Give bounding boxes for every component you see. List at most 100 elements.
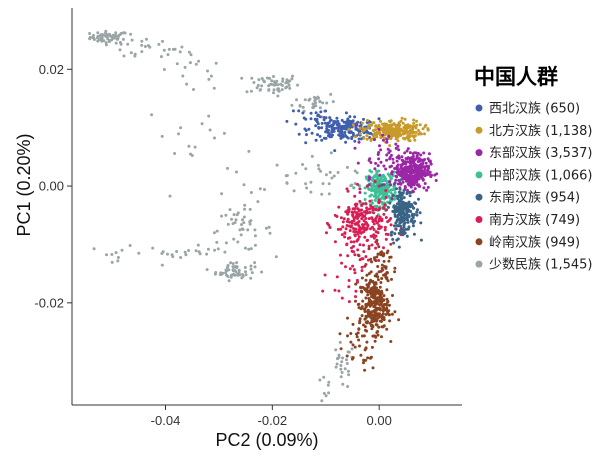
data-point: [187, 50, 191, 54]
data-point: [353, 139, 357, 143]
data-point: [342, 217, 346, 221]
data-point: [399, 214, 403, 218]
data-point: [367, 244, 371, 248]
data-point: [105, 253, 108, 257]
data-point: [355, 123, 359, 127]
data-point: [381, 138, 385, 142]
data-point: [157, 42, 161, 46]
series-points: [353, 123, 439, 201]
data-point: [267, 225, 271, 229]
data-point: [397, 190, 401, 194]
data-point: [371, 225, 374, 229]
data-point: [320, 121, 324, 125]
data-point: [370, 260, 373, 264]
data-point: [358, 132, 362, 136]
data-point: [393, 310, 397, 314]
x-tick-label: -0.02: [258, 413, 288, 428]
data-point: [363, 328, 367, 332]
data-point: [371, 366, 375, 370]
data-point: [370, 293, 374, 297]
data-point: [304, 167, 308, 171]
data-point: [352, 216, 356, 220]
data-point: [362, 230, 366, 234]
data-point: [425, 173, 429, 177]
data-point: [102, 39, 106, 43]
data-point: [357, 338, 361, 342]
data-point: [410, 130, 414, 134]
data-point: [298, 104, 302, 108]
data-point: [143, 45, 147, 48]
data-point: [372, 121, 376, 125]
data-point: [335, 362, 339, 366]
data-point: [175, 62, 179, 66]
data-point: [400, 163, 404, 166]
data-point: [424, 123, 428, 127]
data-point: [358, 124, 362, 128]
data-point: [350, 347, 354, 351]
data-point: [325, 231, 328, 235]
data-point: [363, 186, 367, 190]
data-point: [193, 145, 197, 149]
legend-swatch: [475, 126, 483, 134]
data-point: [394, 227, 398, 231]
data-point: [404, 212, 408, 216]
data-point: [365, 134, 369, 138]
data-point: [348, 115, 352, 119]
data-point: [394, 142, 398, 146]
data-point: [360, 276, 364, 280]
data-point: [404, 175, 408, 179]
data-point: [328, 226, 332, 229]
data-point: [357, 220, 361, 223]
data-point: [346, 334, 349, 338]
data-point: [384, 189, 388, 192]
data-point: [398, 208, 402, 212]
data-point: [337, 205, 341, 209]
data-point: [336, 119, 340, 123]
data-point: [378, 173, 382, 177]
data-point: [351, 212, 355, 216]
data-point: [294, 122, 298, 126]
data-point: [263, 188, 266, 191]
data-point: [423, 158, 426, 161]
data-point: [423, 167, 427, 171]
data-point: [383, 136, 387, 140]
data-point: [374, 234, 378, 238]
data-point: [367, 303, 371, 307]
data-point: [406, 123, 410, 127]
data-point: [371, 220, 375, 223]
data-point: [352, 268, 356, 272]
data-point: [380, 250, 384, 254]
data-point: [128, 244, 132, 247]
data-point: [220, 214, 223, 218]
data-point: [425, 188, 429, 192]
data-point: [356, 120, 360, 124]
data-point: [371, 129, 375, 132]
data-point: [339, 367, 343, 371]
data-point: [380, 179, 384, 183]
data-point: [393, 134, 397, 137]
data-point: [358, 258, 362, 262]
data-point: [396, 144, 400, 148]
data-point: [335, 123, 339, 127]
data-point: [358, 317, 362, 321]
data-point: [133, 54, 137, 58]
series-points: [352, 169, 403, 217]
data-point: [318, 378, 322, 382]
data-point: [384, 196, 388, 199]
data-point: [399, 230, 403, 234]
data-point: [366, 320, 369, 324]
data-point: [370, 320, 374, 324]
data-point: [359, 289, 363, 293]
data-point: [356, 248, 360, 252]
data-point: [413, 165, 417, 169]
data-point: [405, 160, 409, 164]
data-point: [410, 218, 414, 222]
data-point: [309, 117, 313, 121]
data-point: [321, 101, 325, 105]
data-point: [377, 227, 380, 231]
data-point: [335, 116, 339, 120]
data-point: [368, 281, 371, 285]
data-point: [373, 310, 377, 314]
data-point: [361, 299, 365, 303]
data-point: [353, 253, 357, 257]
